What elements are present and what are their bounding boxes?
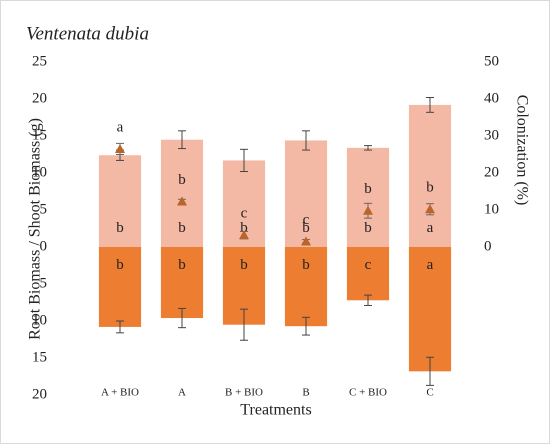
y2-tick-label: 10 <box>484 201 499 217</box>
colonization-letter: c <box>241 206 248 222</box>
root-bar <box>346 247 390 301</box>
root-bar <box>98 247 142 327</box>
x-tick-label: C <box>426 387 433 399</box>
y-tick-label: 0 <box>40 238 48 254</box>
colonization-marker <box>363 205 373 215</box>
y2-tick-label: 30 <box>484 127 499 143</box>
shoot-letter: a <box>427 220 434 236</box>
shoot-letter: b <box>240 220 248 236</box>
colonization-marker <box>425 204 435 214</box>
error-bar <box>364 294 372 306</box>
shoot-letter: b <box>116 220 124 236</box>
y-tick-label: 10 <box>32 312 47 328</box>
colonization-letter: b <box>426 180 434 196</box>
error-bar <box>116 320 124 334</box>
colonization-marker <box>301 236 311 246</box>
root-bar <box>160 247 204 319</box>
root-bar <box>408 247 452 372</box>
root-letter: c <box>365 257 372 273</box>
y-tick-label: 20 <box>32 386 47 402</box>
y2-tick-label: 50 <box>484 53 499 69</box>
error-bar <box>178 307 186 329</box>
colonization-marker <box>239 230 249 240</box>
shoot-letter: b <box>178 220 186 236</box>
colonization-letter: b <box>178 172 186 188</box>
x-tick-label: A <box>178 387 186 399</box>
chart-title: Ventenata dubia <box>26 23 149 44</box>
colonization-marker <box>115 143 125 153</box>
y-tick-label: 20 <box>32 90 47 106</box>
shoot-bar <box>284 140 328 247</box>
y2-axis-label: Colonization (%) <box>513 95 530 206</box>
y-tick-label: 25 <box>32 53 47 69</box>
y-axis-label: Root Biomass / Shoot Biomass (g) <box>27 118 44 340</box>
error-bar <box>426 97 434 113</box>
y-tick-label: 10 <box>32 164 47 180</box>
error-bar <box>302 130 310 151</box>
x-tick-label: C + BIO <box>349 387 387 399</box>
x-tick-label: B + BIO <box>225 387 263 399</box>
root-letter: a <box>427 257 434 273</box>
colonization-letter: c <box>303 212 310 228</box>
error-bar <box>178 130 186 150</box>
root-letter: b <box>178 257 186 273</box>
shoot-bar <box>98 155 142 247</box>
shoot-letter: b <box>302 220 310 236</box>
colonization-letter: b <box>364 181 372 197</box>
error-bar <box>364 145 372 151</box>
y2-tick-label: 0 <box>484 238 492 254</box>
x-tick-label: B <box>302 387 309 399</box>
y2-tick-label: 40 <box>484 90 499 106</box>
y-tick-label: 15 <box>32 127 47 143</box>
shoot-bar <box>408 104 452 247</box>
colonization-letter: a <box>117 119 124 135</box>
root-letter: b <box>116 257 124 273</box>
shoot-letter: b <box>364 220 372 236</box>
error-bar <box>302 316 310 336</box>
y-tick-label: 5 <box>40 275 48 291</box>
shoot-bar <box>346 147 390 247</box>
colonization-marker <box>177 196 187 206</box>
x-axis-label: Treatments <box>240 402 311 419</box>
root-letter: b <box>240 257 248 273</box>
y2-tick-label: 20 <box>484 164 499 180</box>
root-bar <box>284 247 328 327</box>
error-bar <box>426 356 434 386</box>
x-tick-label: A + BIO <box>101 387 139 399</box>
error-bar <box>240 308 248 341</box>
y-tick-label: 5 <box>40 201 48 217</box>
shoot-bar <box>160 139 204 247</box>
error-bar <box>240 148 248 173</box>
y-tick-label: 15 <box>32 349 47 365</box>
root-letter: b <box>302 257 310 273</box>
